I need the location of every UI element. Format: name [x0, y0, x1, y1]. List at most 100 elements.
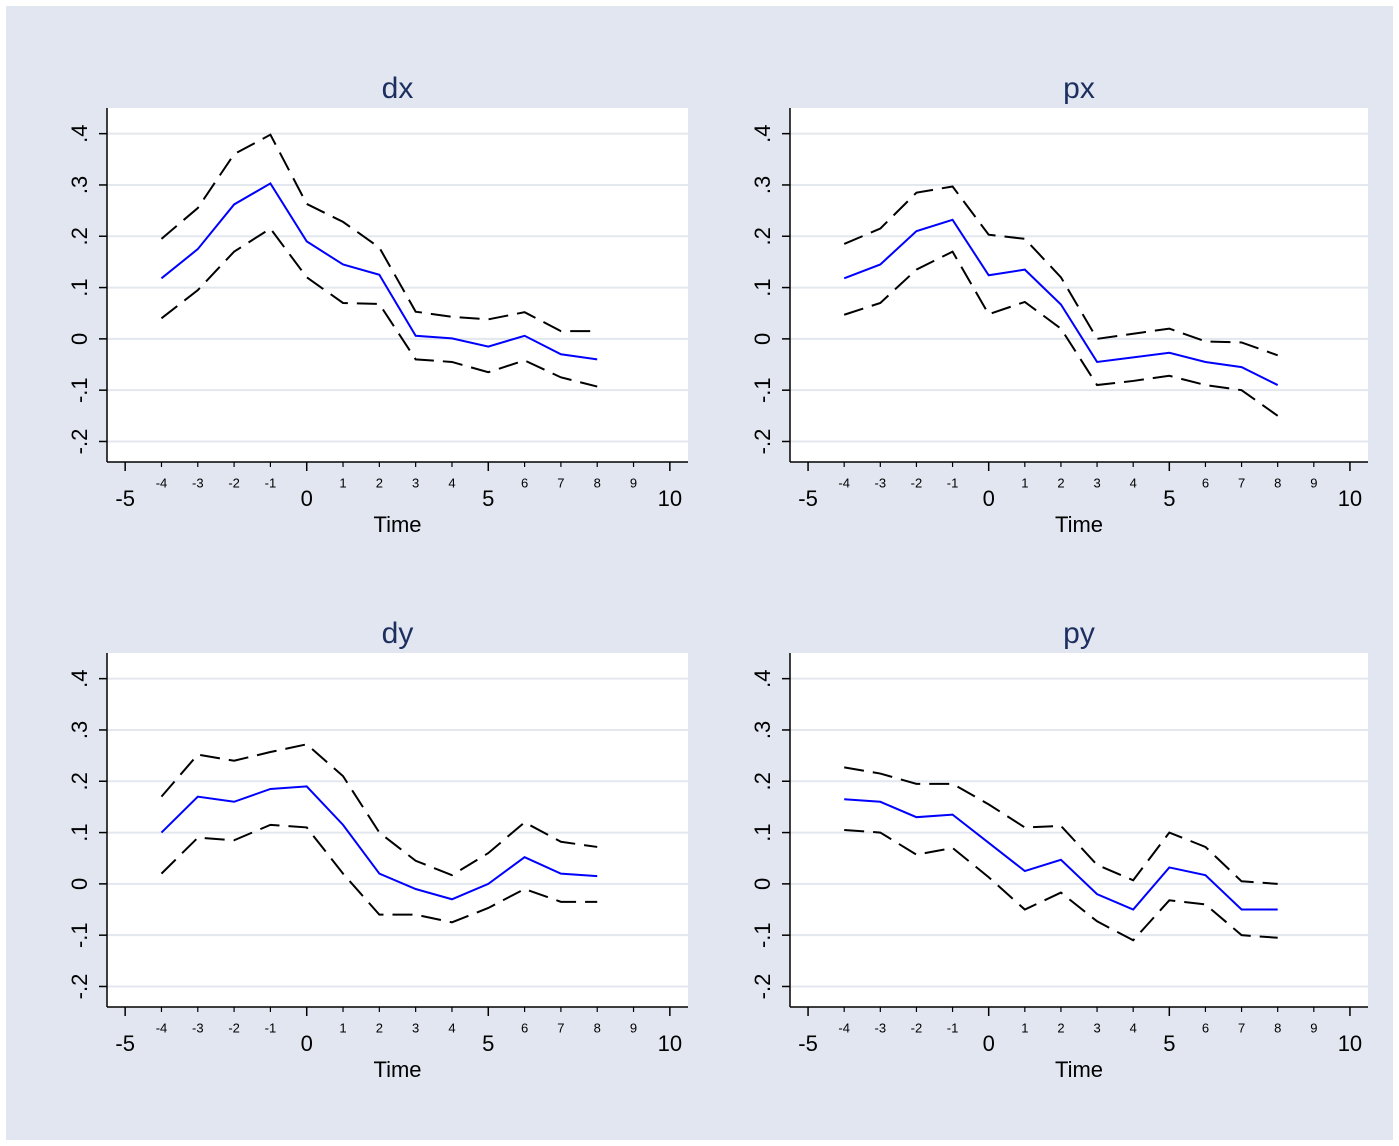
x-minor-tick-label: 1 — [1021, 1020, 1028, 1035]
y-tick-label: .3 — [67, 176, 92, 194]
x-minor-tick-label: 2 — [376, 1020, 383, 1035]
x-tick-label: 0 — [983, 486, 995, 511]
confidence-band-line — [160, 823, 598, 924]
x-minor-tick-label: -1 — [265, 475, 277, 490]
plot-area — [107, 653, 688, 1007]
y-tick-label: 0 — [67, 333, 92, 345]
y-tick-label: .3 — [750, 176, 775, 194]
y-tick-label: 0 — [750, 333, 775, 345]
x-tick-label: -5 — [798, 486, 818, 511]
x-minor-tick-label: 1 — [1021, 475, 1028, 490]
x-tick-label: 0 — [983, 1031, 995, 1056]
plot-area — [790, 653, 1368, 1007]
x-minor-tick-label: 3 — [412, 475, 419, 490]
x-minor-tick-label: 8 — [594, 475, 601, 490]
x-minor-tick-label: -3 — [192, 475, 204, 490]
y-tick-label: .2 — [750, 772, 775, 790]
y-tick-label: .4 — [750, 124, 775, 142]
x-minor-tick-label: -4 — [838, 1020, 850, 1035]
y-tick-label: .2 — [67, 227, 92, 245]
x-minor-tick-label: -4 — [156, 475, 168, 490]
y-tick-label: .1 — [67, 278, 92, 296]
x-minor-tick-label: 7 — [557, 475, 564, 490]
y-tick-label: -.2 — [750, 974, 775, 1000]
y-tick-label: -.1 — [750, 922, 775, 948]
x-minor-tick-label: -2 — [228, 1020, 240, 1035]
x-tick-label: 10 — [1338, 1031, 1362, 1056]
x-tick-label: -5 — [798, 1031, 818, 1056]
x-minor-tick-label: 9 — [1310, 1020, 1317, 1035]
x-minor-tick-label: -1 — [947, 1020, 959, 1035]
x-minor-tick-label: -2 — [911, 1020, 923, 1035]
x-minor-tick-label: 6 — [521, 475, 528, 490]
y-tick-label: .1 — [750, 278, 775, 296]
x-minor-tick-label: 8 — [1274, 475, 1281, 490]
x-minor-tick-label: 4 — [448, 475, 455, 490]
y-tick-label: -.2 — [67, 974, 92, 1000]
x-minor-tick-label: -4 — [838, 475, 850, 490]
x-minor-tick-label: 6 — [1202, 475, 1209, 490]
x-minor-tick-label: 4 — [1130, 1020, 1137, 1035]
estimate-line — [844, 798, 1278, 911]
x-minor-tick-label: -4 — [156, 1020, 168, 1035]
x-minor-tick-label: -2 — [228, 475, 240, 490]
x-minor-tick-label: 3 — [1093, 1020, 1100, 1035]
confidence-band-line — [844, 829, 1278, 942]
x-axis-label: Time — [1055, 1057, 1103, 1082]
x-tick-label: 5 — [482, 1031, 494, 1056]
plot-area — [790, 108, 1368, 462]
x-minor-tick-label: 6 — [1202, 1020, 1209, 1035]
x-axis-label: Time — [373, 512, 421, 537]
y-tick-label: .3 — [67, 721, 92, 739]
x-tick-label: -5 — [115, 486, 135, 511]
x-minor-tick-label: 4 — [448, 1020, 455, 1035]
y-tick-label: .2 — [67, 772, 92, 790]
x-minor-tick-label: 8 — [1274, 1020, 1281, 1035]
x-minor-tick-label: 2 — [1057, 475, 1064, 490]
x-minor-tick-label: 7 — [1238, 1020, 1245, 1035]
x-tick-label: 0 — [301, 1031, 313, 1056]
x-axis-label: Time — [1055, 512, 1103, 537]
x-axis-label: Time — [373, 1057, 421, 1082]
y-tick-label: -.2 — [750, 429, 775, 455]
x-minor-tick-label: 8 — [594, 1020, 601, 1035]
panel-title: py — [1063, 617, 1095, 650]
x-tick-label: 5 — [1163, 1031, 1175, 1056]
y-tick-label: .4 — [67, 669, 92, 687]
confidence-band-line — [843, 250, 1279, 417]
x-tick-label: 10 — [1338, 486, 1362, 511]
x-tick-label: -5 — [115, 1031, 135, 1056]
x-minor-tick-label: 3 — [1093, 475, 1100, 490]
x-minor-tick-label: 7 — [1238, 475, 1245, 490]
x-minor-tick-label: 1 — [339, 1020, 346, 1035]
x-minor-tick-label: 6 — [521, 1020, 528, 1035]
x-minor-tick-label: 2 — [1057, 1020, 1064, 1035]
y-tick-label: -.1 — [67, 377, 92, 403]
x-minor-tick-label: 3 — [412, 1020, 419, 1035]
y-tick-label: -.2 — [67, 429, 92, 455]
confidence-band-line — [160, 227, 598, 388]
confidence-band-line — [843, 185, 1279, 357]
x-minor-tick-label: 4 — [1130, 475, 1137, 490]
x-minor-tick-label: -2 — [911, 475, 923, 490]
confidence-band-line — [160, 133, 598, 333]
estimate-line — [160, 785, 598, 901]
panel-title: dx — [382, 72, 414, 105]
estimate-line — [843, 218, 1279, 386]
x-minor-tick-label: 2 — [376, 475, 383, 490]
confidence-band-line — [160, 743, 598, 877]
x-tick-label: 5 — [482, 486, 494, 511]
x-tick-label: 0 — [301, 486, 313, 511]
x-minor-tick-label: 7 — [557, 1020, 564, 1035]
x-tick-label: 10 — [658, 1031, 682, 1056]
y-tick-label: -.1 — [67, 922, 92, 948]
panel-title: px — [1063, 72, 1095, 105]
plot-area — [107, 108, 688, 462]
x-minor-tick-label: -3 — [875, 475, 887, 490]
y-tick-label: .1 — [67, 823, 92, 841]
x-minor-tick-label: -3 — [875, 1020, 887, 1035]
x-tick-label: 10 — [658, 486, 682, 511]
x-minor-tick-label: 1 — [339, 475, 346, 490]
y-tick-label: 0 — [67, 878, 92, 890]
